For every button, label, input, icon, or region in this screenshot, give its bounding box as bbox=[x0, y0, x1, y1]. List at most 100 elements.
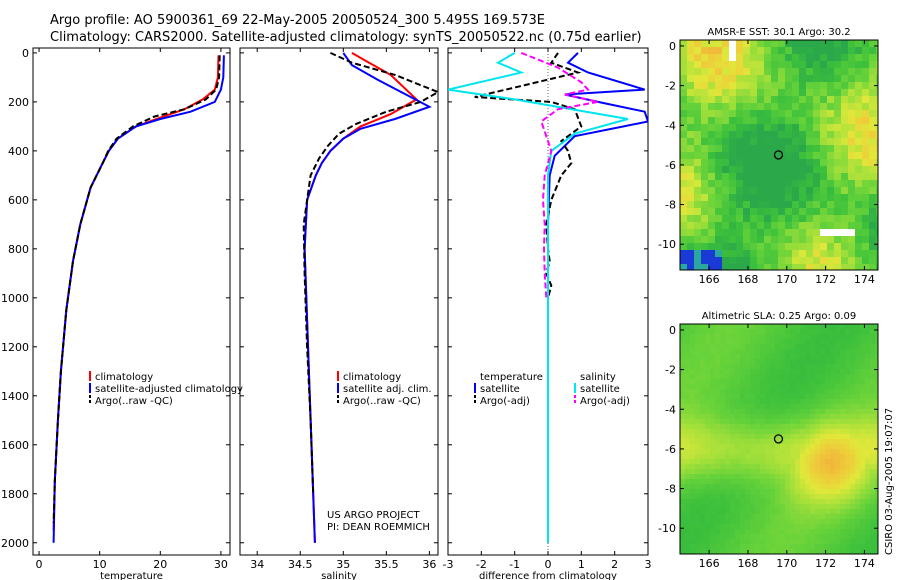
map-cell bbox=[725, 409, 731, 415]
map-cell bbox=[705, 489, 711, 495]
map-cell bbox=[875, 429, 878, 435]
map-cell bbox=[730, 474, 736, 480]
map-cell bbox=[685, 414, 691, 420]
map-cell bbox=[825, 379, 831, 385]
map-cell bbox=[695, 544, 701, 550]
map-cell bbox=[760, 394, 766, 400]
map-cell bbox=[775, 544, 781, 550]
map-cell bbox=[827, 173, 835, 181]
map-cell bbox=[735, 539, 741, 545]
map-cell bbox=[775, 439, 781, 445]
map-cell bbox=[841, 257, 849, 265]
map-cell bbox=[815, 374, 821, 380]
x-tick-label: -2 bbox=[476, 558, 487, 571]
map-cell bbox=[701, 145, 709, 153]
map-cell bbox=[775, 499, 781, 505]
map-cell bbox=[790, 529, 796, 535]
map-cell bbox=[725, 499, 731, 505]
map-cell bbox=[705, 344, 711, 350]
map-cell bbox=[750, 257, 758, 265]
map-cell bbox=[875, 349, 878, 355]
map-cell bbox=[687, 138, 695, 146]
map-cell bbox=[680, 509, 686, 515]
map-cell bbox=[800, 439, 806, 445]
map-cell bbox=[806, 96, 814, 104]
map-cell bbox=[690, 329, 696, 335]
map-cell bbox=[708, 236, 716, 244]
map-cell bbox=[795, 399, 801, 405]
map-cell bbox=[845, 549, 851, 554]
map-cell bbox=[834, 222, 842, 230]
map-cell bbox=[834, 68, 842, 76]
map-cell bbox=[835, 489, 841, 495]
map-cell bbox=[840, 399, 846, 405]
map-cell bbox=[805, 394, 811, 400]
map-cell bbox=[740, 444, 746, 450]
map-cell bbox=[785, 529, 791, 535]
map-cell bbox=[735, 419, 741, 425]
map-cell bbox=[813, 89, 821, 97]
map-cell bbox=[800, 434, 806, 440]
map-cell bbox=[720, 414, 726, 420]
map-cell bbox=[700, 379, 706, 385]
map-cell bbox=[855, 103, 863, 111]
map-cell bbox=[785, 444, 791, 450]
map-cell bbox=[760, 434, 766, 440]
map-cell bbox=[840, 489, 846, 495]
map-cell bbox=[848, 194, 856, 202]
map-cell bbox=[790, 414, 796, 420]
map-cell bbox=[700, 514, 706, 520]
map-cell bbox=[745, 464, 751, 470]
map-cell bbox=[813, 40, 821, 48]
map-cell bbox=[720, 369, 726, 375]
map-cell bbox=[755, 464, 761, 470]
map-cell bbox=[760, 539, 766, 545]
map-cell bbox=[800, 374, 806, 380]
map-cell bbox=[694, 40, 702, 48]
map-cell bbox=[750, 208, 758, 216]
map-cell bbox=[845, 364, 851, 370]
map-cell bbox=[845, 384, 851, 390]
map-cell bbox=[715, 379, 721, 385]
map-cell bbox=[778, 117, 786, 125]
map-cell bbox=[860, 449, 866, 455]
map-cell bbox=[710, 449, 716, 455]
map-cell bbox=[764, 215, 772, 223]
map-cell bbox=[869, 131, 877, 139]
map-cell bbox=[687, 243, 695, 251]
map-cell bbox=[710, 489, 716, 495]
map-cell bbox=[830, 529, 836, 535]
map-cell bbox=[825, 374, 831, 380]
map-cell bbox=[695, 474, 701, 480]
map-cell bbox=[841, 152, 849, 160]
map-cell bbox=[750, 399, 756, 405]
map-cell bbox=[834, 173, 842, 181]
map-cell bbox=[840, 464, 846, 470]
map-cell bbox=[815, 334, 821, 340]
map-cell bbox=[785, 82, 793, 90]
map-cell bbox=[715, 444, 721, 450]
map-cell bbox=[830, 544, 836, 550]
map-cell bbox=[778, 222, 786, 230]
map-cell bbox=[715, 509, 721, 515]
map-cell bbox=[750, 464, 756, 470]
map-cell bbox=[708, 187, 716, 195]
map-cell bbox=[855, 514, 861, 520]
map-cell bbox=[715, 529, 721, 535]
map-cell bbox=[785, 344, 791, 350]
map-cell bbox=[736, 54, 744, 62]
map-cell bbox=[700, 344, 706, 350]
map-cell bbox=[855, 152, 863, 160]
map-cell bbox=[834, 145, 842, 153]
sst_map-title: AMSR-E SST: 30.1 Argo: 30.2 bbox=[707, 27, 850, 38]
map-cell bbox=[764, 47, 772, 55]
map-cell bbox=[765, 414, 771, 420]
map-cell bbox=[725, 479, 731, 485]
map-cell bbox=[755, 469, 761, 475]
map-cell bbox=[685, 499, 691, 505]
map-cell bbox=[708, 173, 716, 181]
map-cell bbox=[785, 250, 793, 258]
map-cell bbox=[876, 117, 878, 125]
map-cell bbox=[710, 469, 716, 475]
